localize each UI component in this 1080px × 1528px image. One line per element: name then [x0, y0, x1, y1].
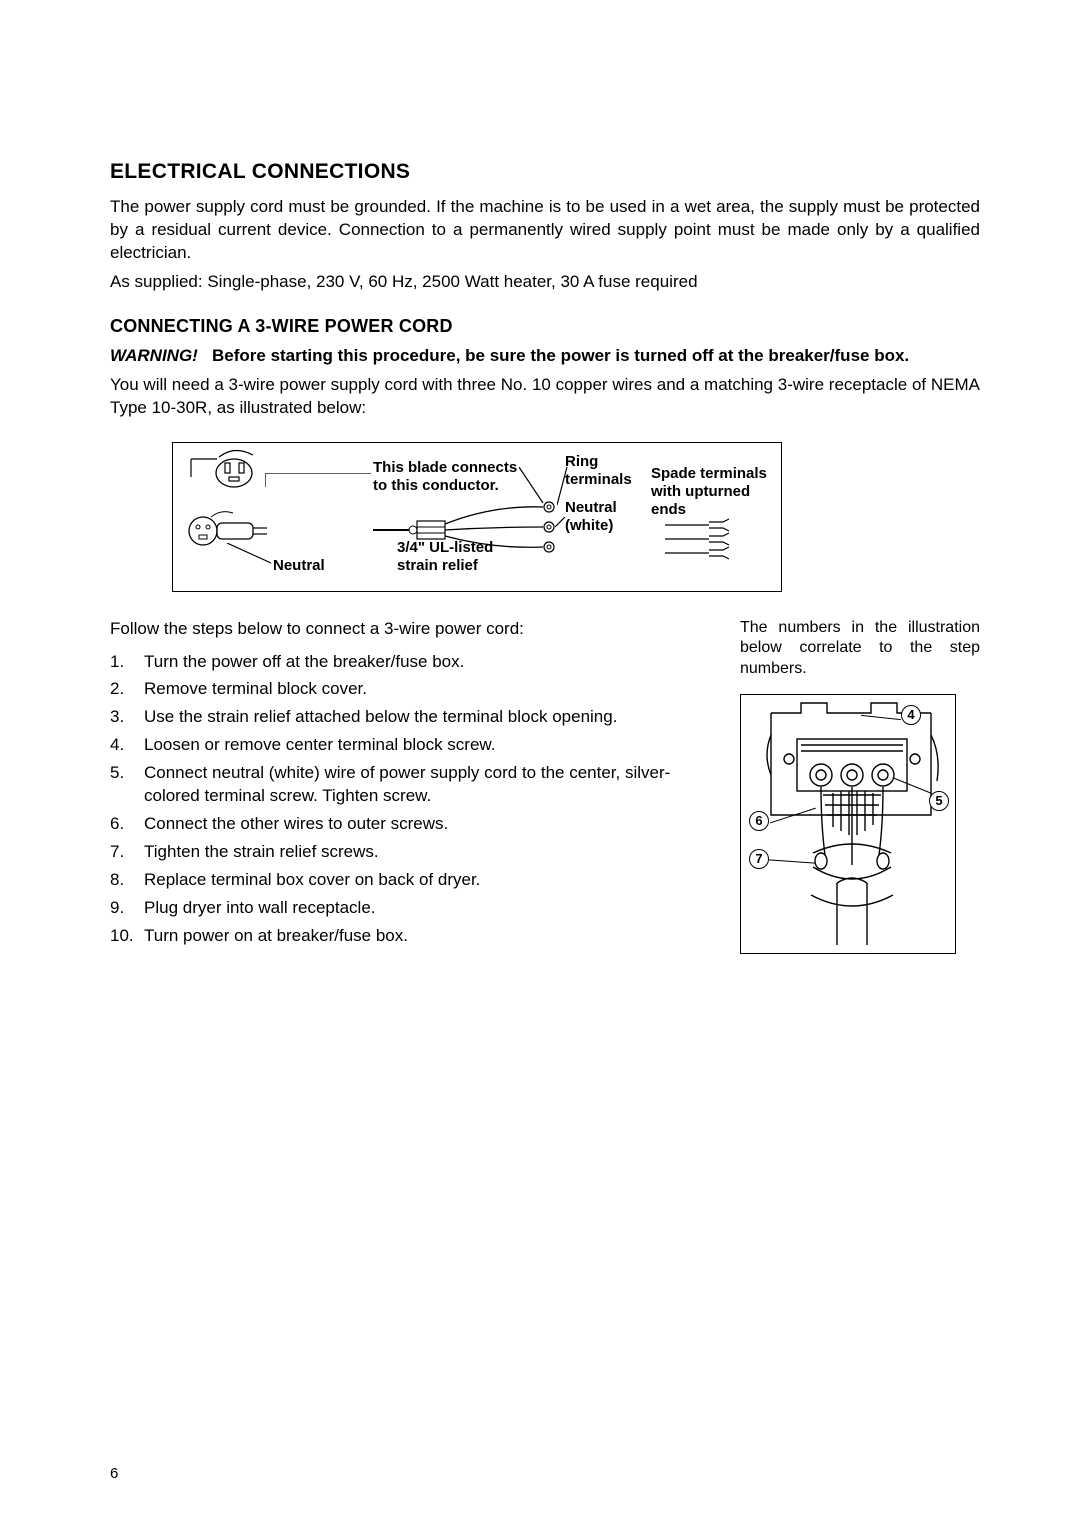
- step-item: Turn the power off at the breaker/fuse b…: [110, 651, 712, 674]
- intro-paragraph-1: The power supply cord must be grounded. …: [110, 196, 980, 265]
- fig-label-blade-2: to this conductor.: [373, 477, 499, 494]
- step-item: Use the strain relief attached below the…: [110, 706, 712, 729]
- steps-intro: Follow the steps below to connect a 3-wi…: [110, 618, 712, 641]
- terminal-block-icon: [741, 695, 957, 955]
- wiring-figure: This blade connects to this conductor. R…: [172, 442, 782, 592]
- step-item: Loosen or remove center terminal block s…: [110, 734, 712, 757]
- fig-label-neutral-1: Neutral: [565, 499, 617, 516]
- step-item: Connect neutral (white) wire of power su…: [110, 762, 712, 808]
- fig-label-spade-1: Spade terminals: [651, 465, 767, 482]
- callout-4: 4: [901, 705, 921, 725]
- fig-label-strain-2: strain relief: [397, 557, 478, 574]
- fig-label-strain-1: 3/4" UL-listed: [397, 539, 493, 556]
- step-item: Turn power on at breaker/fuse box.: [110, 925, 712, 948]
- fig-label-spade-2: with upturned ends: [651, 483, 750, 518]
- fig-label-ring-2: terminals: [565, 471, 632, 488]
- step-item: Replace terminal box cover on back of dr…: [110, 869, 712, 892]
- terminal-block-figure: 4 5 6 7: [740, 694, 956, 954]
- fig-label-blade-1: This blade connects: [373, 459, 517, 476]
- connector-line-1: [265, 473, 375, 489]
- page-number: 6: [110, 1465, 118, 1482]
- step-item: Plug dryer into wall receptacle.: [110, 897, 712, 920]
- connector-line-neutral-plug: [227, 543, 275, 567]
- step-item: Remove terminal block cover.: [110, 678, 712, 701]
- steps-list: Turn the power off at the breaker/fuse b…: [110, 651, 712, 948]
- main-heading: ELECTRICAL CONNECTIONS: [110, 160, 980, 184]
- sub-heading: CONNECTING A 3-WIRE POWER CORD: [110, 316, 980, 337]
- need-paragraph: You will need a 3-wire power supply cord…: [110, 374, 980, 420]
- fig-label-neutral-plug: Neutral: [273, 557, 325, 574]
- spade-terminals-icon: [659, 517, 739, 561]
- intro-paragraph-2: As supplied: Single-phase, 230 V, 60 Hz,…: [110, 271, 980, 294]
- fig-label-neutral-2: (white): [565, 517, 613, 534]
- warning-line: WARNING! Before starting this procedure,…: [110, 345, 980, 368]
- step-item: Tighten the strain relief screws.: [110, 841, 712, 864]
- connector-line-neutral: [555, 517, 567, 529]
- callout-7: 7: [749, 849, 769, 869]
- warning-label: WARNING!: [110, 346, 198, 365]
- receptacle-icon: [179, 447, 255, 489]
- callout-5: 5: [929, 791, 949, 811]
- step-item: Connect the other wires to outer screws.: [110, 813, 712, 836]
- callout-6: 6: [749, 811, 769, 831]
- connector-line-blade: [519, 467, 549, 507]
- aside-note: The numbers in the illustration below co…: [740, 618, 980, 680]
- warning-text: Before starting this procedure, be sure …: [212, 346, 909, 365]
- steps-section: Follow the steps below to connect a 3-wi…: [110, 618, 980, 954]
